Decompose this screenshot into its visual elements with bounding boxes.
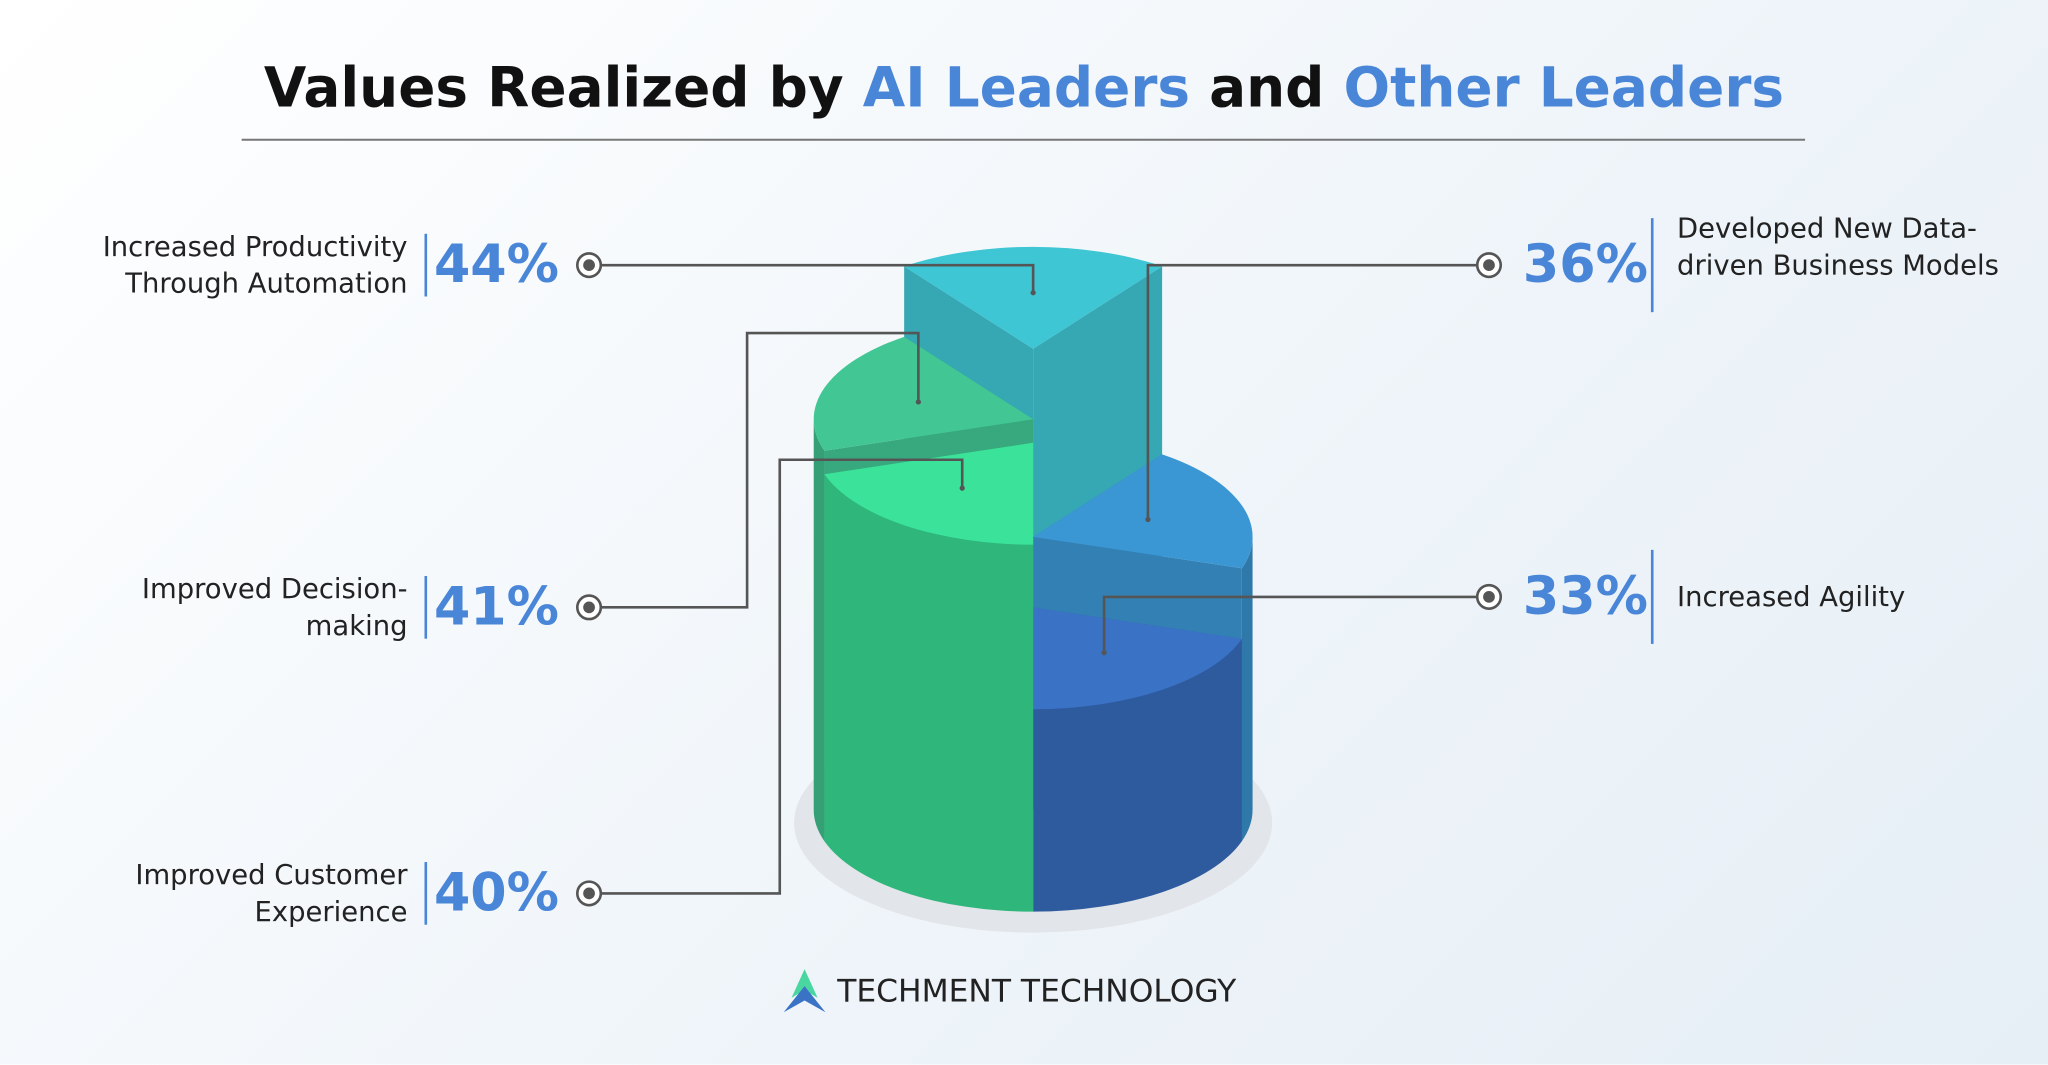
slice-wall [1241,536,1253,842]
category-label: Improved Decision-making [141,573,408,642]
divider [1650,218,1654,313]
title-part: Other Leaders [1344,56,1785,120]
title-part: and [1209,56,1324,120]
slice-top [904,246,1163,349]
value-label: 44% [433,235,560,296]
leader-line [1102,595,1489,653]
leader-end [1101,650,1107,656]
pie-slice [1033,607,1242,912]
footer: TECHMENT TECHNOLOGY [836,974,1237,1010]
title-part: AI Leaders [863,56,1190,120]
slice-top [1033,607,1242,710]
value-label: 33% [1522,566,1648,627]
slice-wall [813,419,825,842]
leader-line [589,331,920,609]
title-part: Values Realized by [264,56,844,120]
slice-top [1033,454,1253,569]
leader-dot-core [1483,591,1495,603]
pie [813,246,1253,912]
slice-top [824,442,1034,545]
logo [791,969,818,998]
leader-line [1146,263,1489,520]
value-label: 36% [1522,235,1648,296]
divider [424,862,428,925]
chart-title: Values Realized by AI Leaders and Other … [264,56,1784,120]
slice-top [813,336,1034,451]
logo [783,986,826,1013]
slice-wall [824,474,1034,912]
leader-end [1030,290,1036,296]
divider [1650,549,1654,644]
category-label: Improved Customer Experience [135,859,408,928]
category-label: Developed New Data-driven Business Model… [1677,212,1999,281]
category-label: Increased Productivity Through Automatio… [102,231,408,300]
value-label: 41% [433,577,560,638]
leader-dot-core [583,887,595,900]
leader-dot-core [1483,259,1495,272]
divider [424,575,428,639]
leader-dot-core [583,601,595,614]
divider [424,233,428,297]
leaders [575,252,1503,907]
leader-end [1145,516,1151,523]
pie-slice [824,442,1034,912]
slice-wall [1033,638,1242,912]
leader-line [589,458,964,895]
leader-end [915,399,921,405]
category-label: Increased Agility [1677,581,1906,613]
leader-line [589,263,1035,293]
value-label: 40% [433,863,560,924]
leader-dot-core [583,259,595,272]
leader-end [959,485,965,491]
